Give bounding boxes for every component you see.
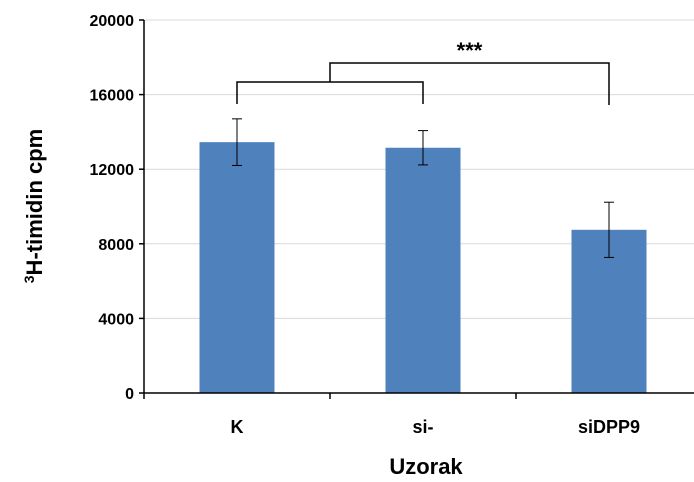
x-category-label: si- bbox=[412, 417, 433, 437]
bar-si- bbox=[385, 147, 461, 393]
y-axis-title-superscript: 3 bbox=[21, 275, 37, 283]
significance-label: *** bbox=[457, 38, 483, 63]
bars bbox=[199, 142, 647, 393]
y-tick-label: 4000 bbox=[98, 311, 134, 328]
y-tick-label: 20000 bbox=[90, 13, 135, 30]
error-bars bbox=[232, 118, 614, 258]
inner-bracket bbox=[236, 81, 424, 104]
y-tick-label: 0 bbox=[125, 386, 134, 403]
significance-bracket: *** bbox=[236, 38, 610, 105]
x-category-label: siDPP9 bbox=[578, 417, 640, 437]
axes bbox=[143, 20, 694, 394]
y-axis-title: 3H-timidin cpm bbox=[21, 129, 47, 283]
y-tick-label: 12000 bbox=[90, 162, 135, 179]
x-axis-title: Uzorak bbox=[389, 454, 463, 479]
y-tick-label: 16000 bbox=[90, 88, 135, 105]
y-axis-title-main: H-timidin cpm bbox=[22, 129, 47, 276]
y-tick-label: 8000 bbox=[98, 237, 134, 254]
outer-bracket bbox=[329, 62, 610, 105]
y-ticks: 0 4000 8000 12000 16000 20000 bbox=[90, 13, 144, 403]
x-category-label: K bbox=[231, 417, 244, 437]
bar-K bbox=[199, 142, 275, 393]
